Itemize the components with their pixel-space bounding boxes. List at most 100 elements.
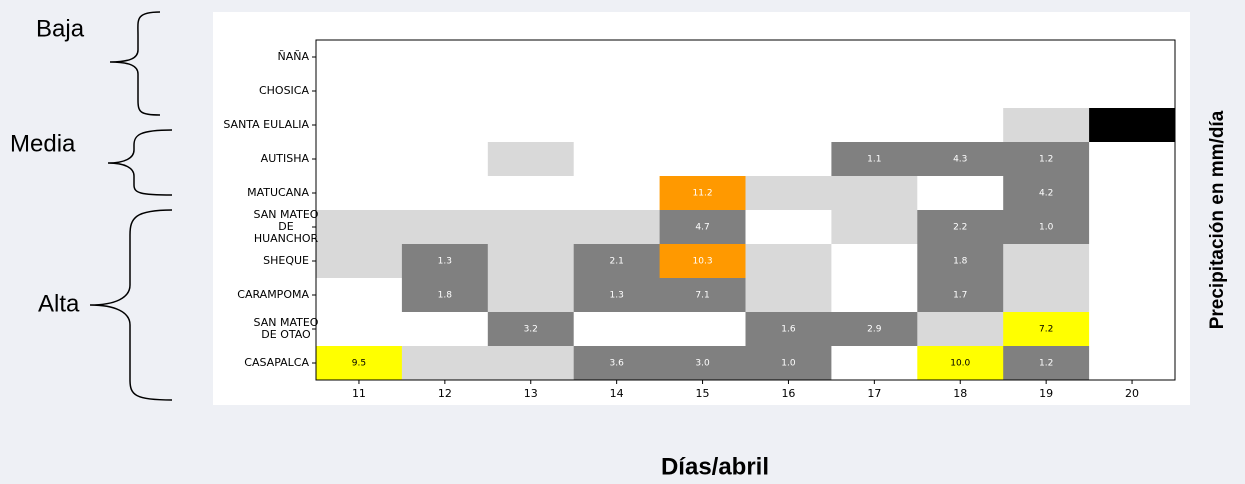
heatmap-cell bbox=[831, 40, 918, 75]
heatmap-cell bbox=[401, 40, 489, 75]
cell-label: 4.7 bbox=[695, 223, 709, 233]
heatmap-cell bbox=[1089, 210, 1176, 245]
x-tick-label: 12 bbox=[438, 387, 452, 400]
heatmap-cell bbox=[487, 346, 575, 381]
cell-label: 9.5 bbox=[352, 359, 366, 369]
heatmap-cell bbox=[573, 40, 661, 75]
heatmap-cell bbox=[401, 74, 489, 109]
y-tick-label: CHOSICA bbox=[259, 84, 310, 97]
heatmap-cell bbox=[487, 278, 575, 313]
brace-media bbox=[107, 129, 173, 196]
x-tick-label: 14 bbox=[610, 387, 624, 400]
heatmap-cell bbox=[487, 74, 575, 109]
heatmap-cell bbox=[316, 278, 403, 313]
heatmap-cell bbox=[831, 210, 918, 245]
cell-label: 1.3 bbox=[438, 257, 452, 267]
heatmap-cell bbox=[745, 176, 832, 211]
x-tick-label: 16 bbox=[781, 387, 795, 400]
heatmap-cell bbox=[917, 108, 1004, 143]
heatmap-cell bbox=[1089, 244, 1176, 279]
heatmap-cell bbox=[1089, 142, 1176, 177]
heatmap-cell bbox=[487, 40, 575, 75]
heatmap-cell bbox=[316, 142, 403, 177]
heatmap-cell bbox=[831, 312, 918, 347]
cell-label: 7.1 bbox=[695, 291, 709, 301]
heatmap-cell bbox=[1003, 346, 1090, 381]
cell-label: 3.2 bbox=[524, 325, 538, 335]
heatmap-cell bbox=[1089, 312, 1176, 347]
x-tick-label: 19 bbox=[1039, 387, 1053, 400]
heatmap-cell bbox=[1003, 40, 1090, 75]
heatmap-cell bbox=[831, 108, 918, 143]
heatmap-cell bbox=[487, 244, 575, 279]
heatmap-cell bbox=[1003, 142, 1090, 177]
cell-label: 1.0 bbox=[781, 359, 796, 369]
cell-label: 2.2 bbox=[953, 223, 967, 233]
heatmap-cell bbox=[831, 176, 918, 211]
y-tick-label: CARAMPOMA bbox=[237, 288, 309, 301]
heatmap-cell bbox=[745, 40, 832, 75]
cell-label: 7.2 bbox=[1039, 325, 1053, 335]
cell-label: 11.2 bbox=[693, 189, 713, 199]
heatmap-cell bbox=[659, 346, 746, 381]
heatmap-cell bbox=[573, 210, 661, 245]
heatmap-cell bbox=[1003, 278, 1090, 313]
heatmap-cell bbox=[1003, 108, 1090, 143]
heatmap-cell bbox=[1003, 176, 1090, 211]
cell-label: 10.3 bbox=[693, 257, 713, 267]
y-tick-label: SANTA EULALIA bbox=[223, 118, 309, 131]
cell-label: 1.2 bbox=[1039, 359, 1053, 369]
x-tick-label: 20 bbox=[1125, 387, 1139, 400]
heatmap-cell bbox=[573, 108, 661, 143]
heatmap-cell bbox=[917, 244, 1004, 279]
heatmap-cell bbox=[917, 312, 1004, 347]
y-tick-label: ÑAÑA bbox=[277, 50, 309, 63]
heatmap-cell bbox=[659, 210, 746, 245]
cell-label: 1.8 bbox=[953, 257, 968, 267]
heatmap-cell bbox=[401, 312, 489, 347]
heatmap-cell bbox=[1003, 244, 1090, 279]
y-tick-label: DE OTAO bbox=[261, 328, 311, 341]
brace-baja bbox=[109, 11, 161, 116]
y-tick-label: SAN MATEO bbox=[254, 208, 319, 221]
heatmap-cell bbox=[917, 346, 1004, 381]
heatmap-cell bbox=[745, 108, 832, 143]
plot-frame bbox=[315, 39, 1176, 381]
heatmap-cell bbox=[1089, 278, 1176, 313]
heatmap-cell bbox=[659, 312, 746, 347]
y-tick-label: AUTISHA bbox=[261, 152, 310, 165]
heatmap-cell bbox=[573, 142, 661, 177]
cell-label: 2.9 bbox=[867, 325, 882, 335]
x-tick-label: 17 bbox=[867, 387, 881, 400]
heatmap-cell bbox=[401, 278, 489, 313]
heatmap-cell bbox=[316, 40, 403, 75]
x-tick-label: 15 bbox=[696, 387, 710, 400]
heatmap-cell bbox=[659, 244, 746, 279]
heatmap-cell bbox=[487, 176, 575, 211]
heatmap-cell bbox=[487, 142, 575, 177]
heatmap-cell bbox=[487, 108, 575, 143]
heatmap-cell bbox=[1089, 108, 1176, 143]
heatmap-cell bbox=[401, 244, 489, 279]
heatmap-cell bbox=[316, 108, 403, 143]
cell-label: 1.3 bbox=[609, 291, 623, 301]
heatmap-cell bbox=[401, 210, 489, 245]
cell-label: 1.8 bbox=[438, 291, 453, 301]
annotation: Alta bbox=[38, 290, 80, 317]
heatmap-cell bbox=[316, 210, 403, 245]
heatmap-cell bbox=[316, 346, 403, 381]
cell-label: 1.0 bbox=[1039, 223, 1054, 233]
heatmap-cell bbox=[573, 312, 661, 347]
heatmap-cell bbox=[487, 210, 575, 245]
cell-label: 1.7 bbox=[953, 291, 967, 301]
heatmap-cell bbox=[917, 142, 1004, 177]
y-tick-label: DE bbox=[278, 220, 293, 233]
heatmap-cell bbox=[917, 176, 1004, 211]
cell-label: 3.0 bbox=[695, 359, 710, 369]
heatmap-cell bbox=[831, 346, 918, 381]
brace-alta bbox=[89, 209, 173, 401]
cell-label: 10.0 bbox=[950, 359, 970, 369]
heatmap-cell bbox=[659, 176, 746, 211]
heatmap-cell bbox=[745, 278, 832, 313]
